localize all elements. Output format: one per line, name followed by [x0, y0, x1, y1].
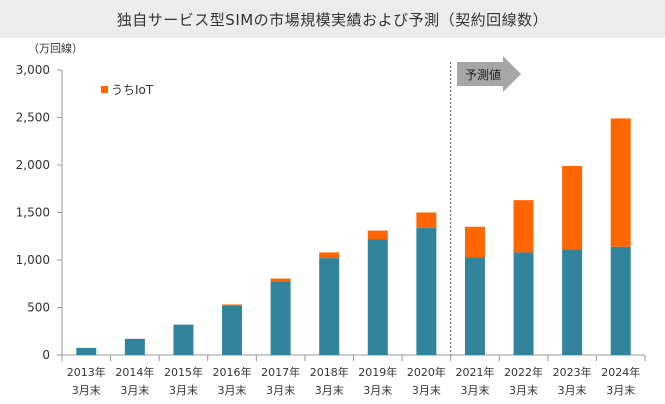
x-tick-label: 3月末: [315, 383, 344, 397]
x-tick-label: 2015年: [164, 365, 203, 379]
x-tick-label: 2016年: [213, 365, 252, 379]
bar-base: [367, 239, 388, 355]
x-tick-label: 3月末: [363, 383, 392, 397]
x-tick-label: 2020年: [407, 365, 446, 379]
forecast-label: 予測値: [465, 67, 501, 82]
bar-iot: [562, 165, 583, 250]
x-tick-label: 3月末: [218, 383, 247, 397]
x-tick-label: 3月末: [72, 383, 101, 397]
bar-iot: [610, 118, 631, 247]
x-tick-label: 3月末: [266, 383, 295, 397]
y-tick-label: 3,000: [16, 63, 50, 77]
y-tick-label: 1,000: [16, 253, 50, 267]
bar-iot: [270, 278, 291, 282]
legend-label-iot: うちIoT: [111, 83, 154, 97]
x-tick-label: 2023年: [553, 365, 592, 379]
x-tick-label: 3月末: [509, 383, 538, 397]
x-tick-label: 2019年: [358, 365, 397, 379]
bar-base: [416, 227, 437, 355]
bar-base: [173, 324, 194, 355]
chart-title: 独自サービス型SIMの市場規模実績および予測（契約回線数）: [116, 10, 549, 29]
bar-base: [513, 252, 534, 355]
x-tick-label: 2017年: [261, 365, 300, 379]
legend-swatch-iot: [101, 86, 108, 93]
x-tick-label: 3月末: [460, 383, 489, 397]
x-tick-label: 3月末: [558, 383, 587, 397]
y-tick-label: 1,500: [16, 206, 50, 220]
y-tick-label: 2,500: [16, 111, 50, 125]
y-tick-label: 500: [27, 301, 50, 315]
y-tick-label: 0: [42, 348, 50, 362]
x-tick-label: 2013年: [67, 365, 106, 379]
bar-base: [610, 246, 631, 355]
x-tick-label: 3月末: [606, 383, 635, 397]
title-bar: 独自サービス型SIMの市場規模実績および予測（契約回線数）: [0, 0, 665, 38]
bar-iot: [319, 252, 340, 259]
x-tick-label: 2018年: [310, 365, 349, 379]
bar-base: [124, 338, 145, 355]
bar-iot: [464, 226, 485, 258]
x-tick-label: 2024年: [601, 365, 640, 379]
x-tick-label: 3月末: [412, 383, 441, 397]
bar-base: [222, 305, 243, 355]
bar-base: [464, 257, 485, 355]
bar-iot: [513, 200, 534, 253]
x-tick-label: 2021年: [455, 365, 494, 379]
bar-base: [270, 281, 291, 355]
x-tick-label: 2022年: [504, 365, 543, 379]
bar-base: [76, 347, 97, 355]
forecast-arrow: [457, 56, 521, 92]
y-tick-label: 2,000: [16, 158, 50, 172]
bar-base: [319, 258, 340, 355]
bar-iot: [416, 212, 437, 228]
x-tick-label: 2014年: [115, 365, 154, 379]
x-tick-label: 3月末: [169, 383, 198, 397]
bar-iot: [367, 230, 388, 240]
x-tick-label: 3月末: [120, 383, 149, 397]
bar-iot: [222, 304, 243, 306]
y-unit-label: （万回線）: [28, 41, 83, 55]
bar-base: [562, 249, 583, 355]
